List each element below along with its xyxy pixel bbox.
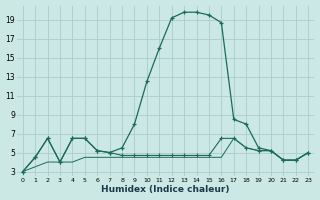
X-axis label: Humidex (Indice chaleur): Humidex (Indice chaleur) xyxy=(101,185,230,194)
